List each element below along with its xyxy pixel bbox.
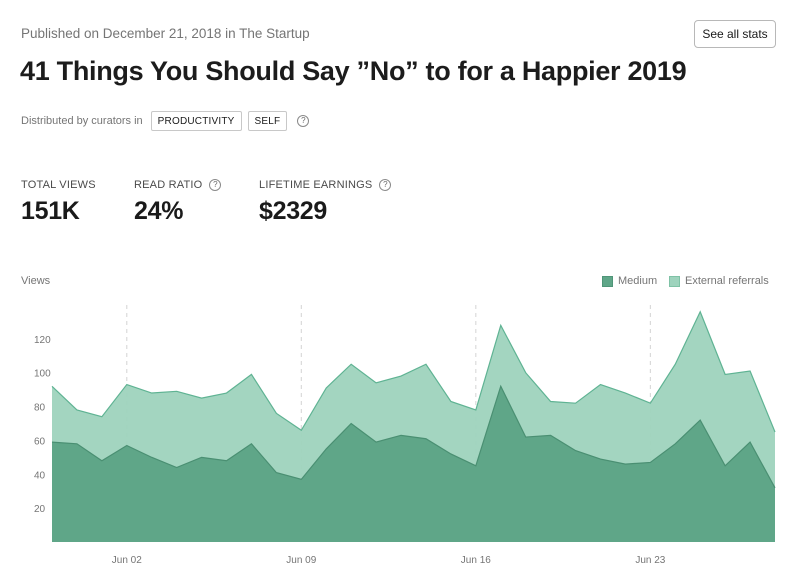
stat-read-ratio: READ RATIO ? 24% [134, 178, 222, 226]
published-info: Published on December 21, 2018 in The St… [21, 26, 310, 41]
x-tick-label: Jun 09 [286, 555, 316, 566]
stat-label: TOTAL VIEWS [21, 179, 96, 191]
curators-row: Distributed by curators in PRODUCTIVITY … [21, 110, 310, 132]
stat-total-views: TOTAL VIEWS 151K [21, 178, 96, 226]
help-icon[interactable]: ? [297, 115, 310, 127]
legend-swatch [602, 275, 613, 287]
stat-label: READ RATIO [134, 179, 203, 191]
stat-lifetime-earnings: LIFETIME EARNINGS ? $2329 [259, 178, 392, 226]
x-tick-label: Jun 02 [112, 555, 142, 566]
stat-value: $2329 [259, 197, 328, 225]
story-title: 41 Things You Should Say ”No” to for a H… [20, 56, 687, 86]
stat-value: 24% [134, 197, 184, 225]
help-icon[interactable]: ? [209, 179, 222, 191]
chart-y-label: Views [21, 275, 51, 287]
x-tick-label: Jun 16 [461, 555, 491, 566]
stat-label: LIFETIME EARNINGS [259, 179, 373, 191]
y-tick-label: 20 [34, 504, 46, 515]
area-medium [52, 386, 775, 542]
stat-label-row: LIFETIME EARNINGS ? [259, 178, 392, 192]
tag-self[interactable]: SELF [247, 111, 288, 131]
see-all-stats-button[interactable]: See all stats [694, 20, 776, 48]
tag-productivity[interactable]: PRODUCTIVITY [150, 111, 242, 131]
curators-label: Distributed by curators in [21, 115, 143, 127]
legend-item-external: External referrals [669, 275, 769, 287]
help-icon[interactable]: ? [379, 179, 392, 191]
area-external-referrals [52, 311, 775, 488]
stat-label-row: READ RATIO ? [134, 178, 222, 192]
stat-value: 151K [21, 197, 80, 225]
y-tick-label: 120 [34, 335, 51, 346]
y-tick-label: 40 [34, 470, 46, 481]
legend-swatch [669, 275, 680, 287]
line-medium [51, 384, 776, 489]
x-tick-label: Jun 23 [635, 555, 665, 566]
y-tick-label: 80 [34, 403, 46, 414]
y-tick-label: 60 [34, 436, 46, 447]
line-external-referrals [51, 310, 776, 433]
legend-label: External referrals [685, 275, 769, 287]
legend-item-medium: Medium [602, 275, 657, 287]
legend-label: Medium [618, 275, 658, 287]
y-tick-label: 100 [34, 369, 51, 380]
